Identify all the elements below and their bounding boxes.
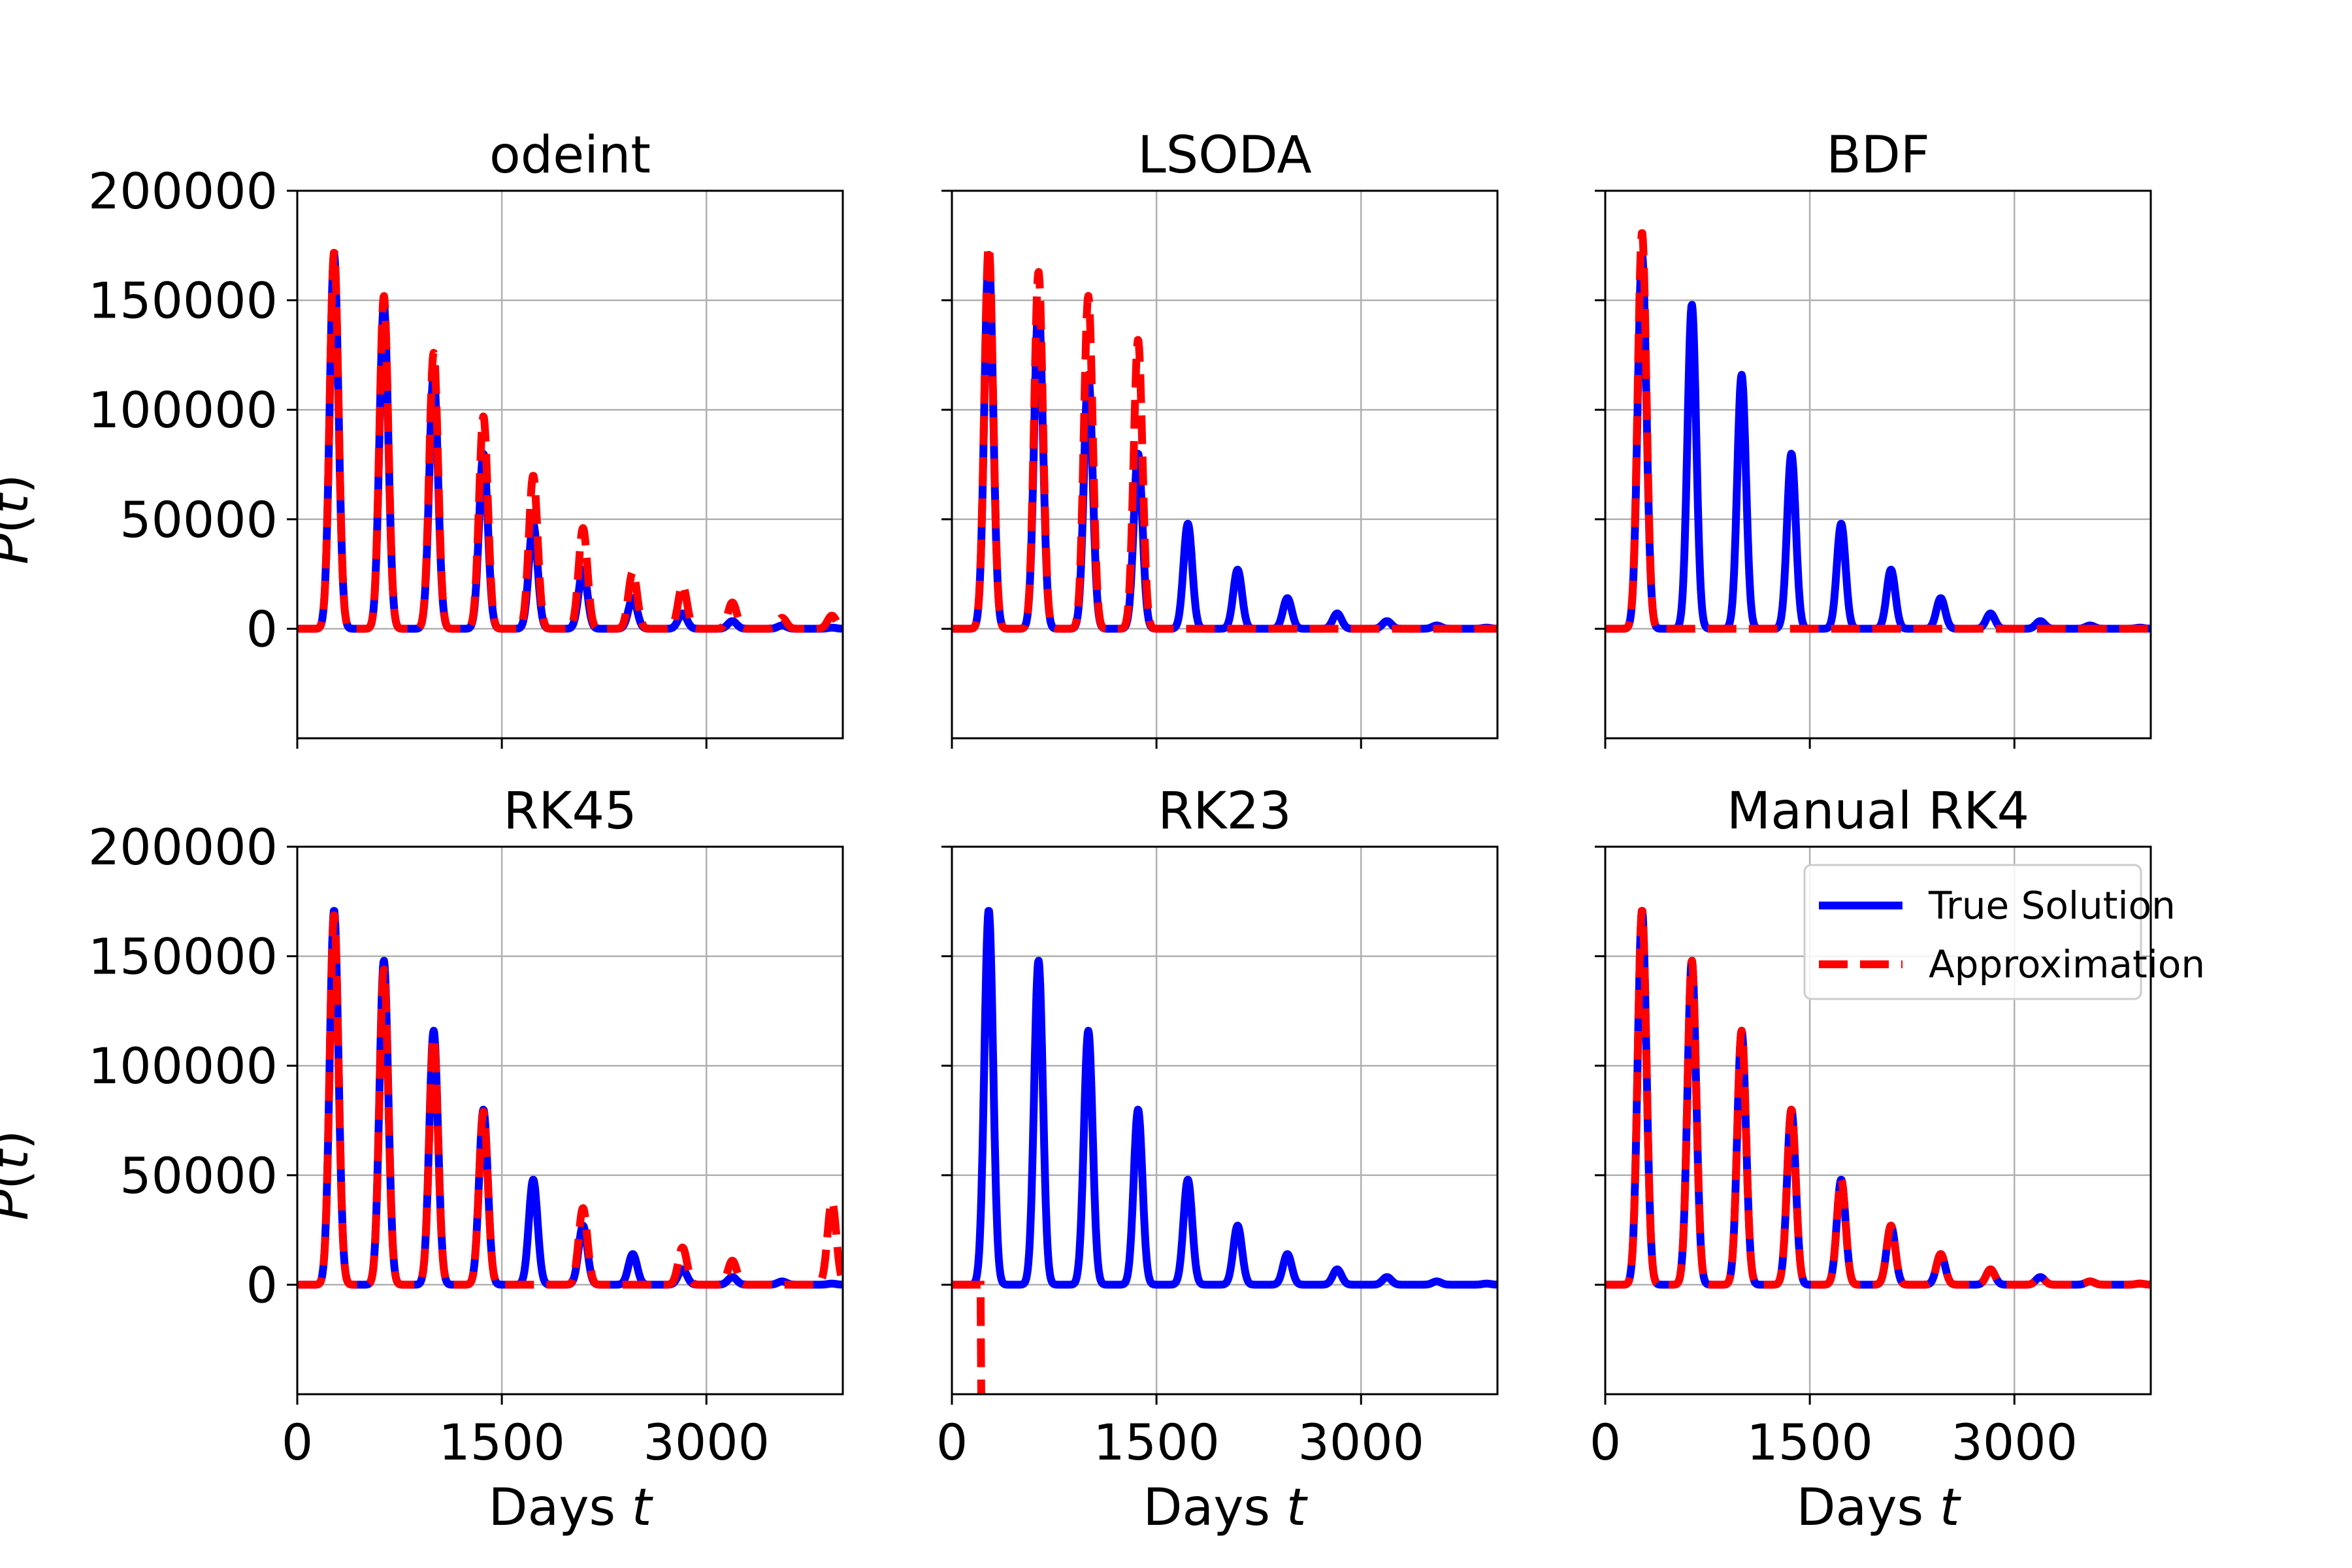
y-axis-label: P(t) [0, 1130, 40, 1221]
axes-frame [296, 845, 844, 1396]
x-tick-label: 3000 [1298, 1413, 1424, 1471]
y-tick-label: 150000 [88, 272, 278, 330]
y-tick-label: 50000 [120, 491, 278, 549]
axes-frame [296, 189, 844, 740]
approximation-line [952, 1281, 985, 1394]
subplot-bdf: BDF [1595, 126, 2152, 749]
y-tick-label: 150000 [88, 928, 278, 986]
x-tick-label: 1500 [1746, 1413, 1872, 1471]
y-tick-label: 200000 [88, 818, 278, 876]
subplot-rk23: 0 1500 3000 RK23 Days t [936, 782, 1499, 1537]
true-solution-line [952, 907, 1497, 1289]
approximation-line [1605, 907, 2151, 1289]
subplot-title: odeint [489, 126, 651, 185]
y-tick-label: 200000 [88, 162, 278, 220]
approximation-line [1605, 229, 2151, 633]
subplot-odeint: 0 50000 100000 150000 200000 odeint P(t) [0, 126, 844, 749]
y-tick-label: 100000 [88, 381, 278, 439]
legend-approx-label: Approximation [1929, 942, 2205, 987]
x-tick-label: 3000 [644, 1413, 770, 1471]
subplot-title: LSODA [1137, 126, 1311, 185]
axes-frame [951, 189, 1499, 740]
x-axis-label: Days t [1796, 1478, 1961, 1537]
axes-frame [1604, 845, 2152, 1396]
x-tick-label: 0 [282, 1413, 313, 1471]
subplot-title: RK23 [1158, 782, 1292, 841]
approximation-line [297, 249, 843, 633]
x-tick-label: 1500 [1093, 1413, 1219, 1471]
subplot-manual-rk4: 0 1500 3000 Manual RK4 Days t True Solution Ap… [1590, 782, 2205, 1537]
y-axis-label: P(t) [0, 474, 40, 565]
x-tick-label: 1500 [438, 1413, 564, 1471]
y-tick-label: 0 [246, 600, 278, 658]
subplot-lsoda: LSODA [941, 126, 1499, 749]
y-tick-label: 100000 [88, 1037, 278, 1095]
y-tick-label: 50000 [120, 1147, 278, 1205]
subplot-title: Manual RK4 [1727, 782, 2029, 841]
x-tick-label: 0 [1590, 1413, 1621, 1471]
subplot-rk45: 0 1500 3000 0 50000 100000 150000 200000 RK45 Day… [0, 782, 844, 1537]
axes-frame [951, 845, 1499, 1396]
x-axis-label: Days t [1143, 1478, 1307, 1537]
x-tick-label: 3000 [1952, 1413, 2078, 1471]
approximation-line [297, 911, 843, 1289]
true-solution-line [1605, 251, 2151, 633]
subplot-title: RK45 [503, 782, 637, 841]
legend: True Solution Approximation [1803, 864, 2205, 1000]
y-tick-label: 0 [246, 1256, 278, 1314]
legend-true-label: True Solution [1928, 883, 2176, 928]
approximation-line [952, 242, 1497, 633]
x-axis-label: Days t [488, 1478, 653, 1537]
axes-frame [1604, 189, 2152, 740]
subplot-title: BDF [1826, 126, 1929, 185]
x-tick-label: 0 [936, 1413, 968, 1471]
